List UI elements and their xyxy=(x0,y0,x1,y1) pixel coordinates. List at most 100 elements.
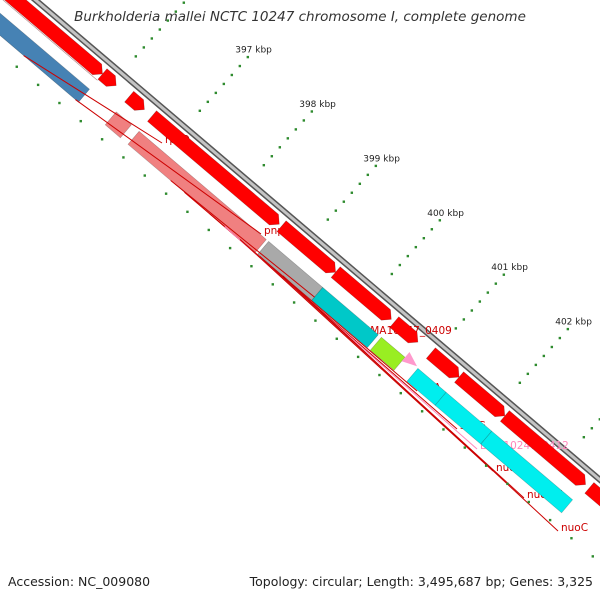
scale-tick-label: 399 kbp xyxy=(363,154,400,164)
scale-tick-dot xyxy=(406,254,410,258)
scale-tick-dot xyxy=(174,10,178,13)
scale-tick-label: 396 kbp xyxy=(171,0,208,1)
scale-tick-dot xyxy=(422,236,426,240)
scale-tick-dot xyxy=(294,128,298,131)
scale-tick-dot xyxy=(79,119,82,123)
scale-tick-dot xyxy=(262,163,266,167)
scale-tick-dot xyxy=(228,246,232,250)
scale-tick-dot xyxy=(486,291,490,294)
scale-tick-dot xyxy=(582,436,586,439)
cds-arrow xyxy=(584,482,600,507)
scale-tick-dot xyxy=(207,228,210,232)
scale-tick-dot xyxy=(278,146,282,149)
gene-feature-bar xyxy=(480,430,574,514)
scale-tick-dot xyxy=(414,245,418,249)
scale-tick-dot xyxy=(470,309,474,312)
cds-arrow xyxy=(330,266,392,321)
scale-tick-dot xyxy=(591,555,594,558)
scale-tick-dot xyxy=(292,301,296,304)
scale-tick-label: 398 kbp xyxy=(299,100,336,110)
scale-tick-dot xyxy=(462,318,466,321)
scale-tick-dot xyxy=(15,65,18,68)
cds-arrow xyxy=(124,90,145,111)
scale-tick-dot xyxy=(518,381,522,384)
cds-arrow xyxy=(389,316,419,344)
scale-tick-dot xyxy=(598,418,600,421)
scale-tick-dot xyxy=(310,110,314,113)
scale-tick-dot xyxy=(134,55,138,58)
scale-tick-dot xyxy=(378,373,381,377)
scale-tick-label: 400 kbp xyxy=(427,209,464,219)
scale-tick-dot xyxy=(58,101,61,105)
scale-tick-dot xyxy=(230,73,234,77)
scale-tick-dot xyxy=(356,355,360,359)
scale-tick-dot xyxy=(143,174,146,177)
cds-arrow xyxy=(499,410,586,486)
scale-tick-dot xyxy=(302,119,306,122)
gene-label: pnp xyxy=(264,225,284,237)
scale-tick-dot xyxy=(454,327,458,330)
cds-arrow xyxy=(454,371,506,418)
scale-tick-dot xyxy=(334,209,338,212)
scale-tick-dot xyxy=(502,273,506,276)
scale-tick-dot xyxy=(478,300,482,303)
scale-tick-dot xyxy=(186,210,189,214)
gene-label-connector xyxy=(239,239,494,472)
scale-tick-dot xyxy=(463,446,466,449)
scale-tick-dot xyxy=(100,138,104,141)
scale-tick-dot xyxy=(399,391,402,395)
scale-tick-dot xyxy=(506,482,509,486)
scale-tick-dot xyxy=(214,91,218,95)
scale-tick-dot xyxy=(442,428,445,431)
scale-tick-dot xyxy=(164,192,168,195)
scale-tick-dot xyxy=(590,427,594,430)
cds-arrow xyxy=(147,110,280,226)
scale-tick-dot xyxy=(374,164,378,168)
scale-tick-dot xyxy=(286,137,290,140)
scale-tick-dot xyxy=(182,1,186,4)
scale-tick-label: 397 kbp xyxy=(235,46,272,56)
scale-tick-dot xyxy=(198,109,202,112)
scale-tick-dot xyxy=(358,182,362,185)
accession-text: Accession: NC_009080 xyxy=(8,574,151,589)
gene-feature-bar xyxy=(127,130,267,253)
gene-feature-bar xyxy=(369,336,406,371)
gene-label-connector xyxy=(75,99,262,235)
scale-tick-dot xyxy=(438,219,442,222)
scale-tick-dot xyxy=(558,336,562,340)
scale-tick-dot xyxy=(390,272,394,276)
scale-tick-dot xyxy=(494,282,498,285)
scale-tick-dot xyxy=(548,518,552,522)
gene-feature-bar xyxy=(401,352,417,367)
cds-arrow xyxy=(2,0,98,81)
scale-tick-dot xyxy=(250,265,253,268)
scale-tick-dot xyxy=(542,354,546,358)
cds-arrow xyxy=(97,68,117,87)
scale-tick-dot xyxy=(526,372,530,376)
scale-tick-dot xyxy=(222,82,226,86)
scale-tick-dot xyxy=(534,363,538,367)
scale-tick-dot xyxy=(342,200,346,203)
scale-tick-label: 402 kbp xyxy=(555,318,592,328)
scale-tick-dot xyxy=(166,19,170,22)
scale-tick-dot xyxy=(350,191,354,194)
scale-tick-dot xyxy=(484,464,488,467)
scale-tick-dot xyxy=(150,37,154,40)
scale-tick-dot xyxy=(270,155,274,158)
scale-tick-dot xyxy=(335,337,338,340)
cds-arrow xyxy=(4,0,103,76)
gene-label: nuoC xyxy=(561,522,588,534)
scale-tick-dot xyxy=(420,410,424,413)
scale-tick-dot xyxy=(122,156,125,159)
scale-tick-dot xyxy=(246,55,250,59)
scale-tick-dot xyxy=(271,283,274,286)
genome-stats-text: Topology: circular; Length: 3,495,687 bp… xyxy=(249,574,593,589)
scale-tick-dot xyxy=(142,46,146,49)
scale-tick-dot xyxy=(430,228,434,231)
cds-arrow xyxy=(276,220,336,274)
scale-tick-dot xyxy=(326,218,330,221)
scale-tick-dot xyxy=(206,100,210,104)
scale-tick-dot xyxy=(238,64,242,68)
scale-tick-dot xyxy=(158,28,162,31)
